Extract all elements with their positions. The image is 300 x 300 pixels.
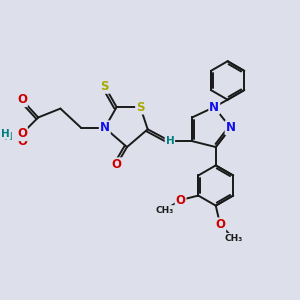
Text: CH₃: CH₃ bbox=[155, 206, 173, 215]
Text: O: O bbox=[112, 158, 122, 171]
Text: N: N bbox=[209, 100, 219, 114]
Text: O: O bbox=[215, 218, 225, 231]
Text: H: H bbox=[1, 129, 10, 139]
Text: H: H bbox=[4, 132, 13, 142]
Text: CH₃: CH₃ bbox=[224, 234, 243, 243]
Text: N: N bbox=[226, 121, 236, 134]
Text: S: S bbox=[136, 100, 145, 114]
Text: S: S bbox=[100, 80, 109, 93]
Text: N: N bbox=[100, 121, 110, 134]
Text: O: O bbox=[17, 93, 27, 106]
Text: H: H bbox=[166, 136, 174, 146]
Text: O: O bbox=[17, 135, 27, 148]
Text: O: O bbox=[176, 194, 186, 206]
Text: O: O bbox=[17, 127, 27, 140]
